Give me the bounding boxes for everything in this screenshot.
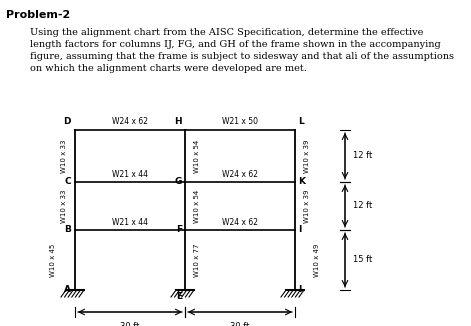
Text: length factors for columns IJ, FG, and GH of the frame shown in the accompanying: length factors for columns IJ, FG, and G…: [30, 40, 441, 49]
Text: G: G: [175, 177, 182, 186]
Text: Using the alignment chart from the AISC Specification, determine the effective: Using the alignment chart from the AISC …: [30, 28, 423, 37]
Text: W10 x 33: W10 x 33: [61, 139, 67, 173]
Text: W10 x 54: W10 x 54: [194, 189, 200, 223]
Text: W24 x 62: W24 x 62: [222, 170, 258, 179]
Text: W24 x 62: W24 x 62: [112, 117, 148, 126]
Text: Problem-2: Problem-2: [6, 10, 70, 20]
Text: D: D: [64, 117, 71, 126]
Text: 30 ft: 30 ft: [120, 322, 140, 326]
Text: figure, assuming that the frame is subject to sidesway and that ali of the assum: figure, assuming that the frame is subje…: [30, 52, 454, 61]
Text: W10 x 49: W10 x 49: [314, 243, 320, 277]
Text: K: K: [298, 177, 305, 186]
Text: W10 x 77: W10 x 77: [194, 243, 200, 277]
Text: W10 x 39: W10 x 39: [304, 189, 310, 223]
Text: W21 x 44: W21 x 44: [112, 170, 148, 179]
Text: 12 ft: 12 ft: [353, 152, 372, 160]
Text: E: E: [176, 292, 182, 301]
Text: W10 x 54: W10 x 54: [194, 140, 200, 173]
Text: L: L: [298, 117, 304, 126]
Text: W21 x 50: W21 x 50: [222, 117, 258, 126]
Text: 12 ft: 12 ft: [353, 201, 372, 211]
Text: A: A: [64, 286, 71, 294]
Text: I: I: [298, 286, 301, 294]
Text: H: H: [174, 117, 182, 126]
Text: 30 ft: 30 ft: [230, 322, 250, 326]
Text: F: F: [176, 226, 182, 234]
Text: W24 x 62: W24 x 62: [222, 218, 258, 227]
Text: C: C: [65, 177, 71, 186]
Text: W10 x 39: W10 x 39: [304, 139, 310, 173]
Text: on which the alignment charts were developed are met.: on which the alignment charts were devel…: [30, 64, 307, 73]
Text: W21 x 44: W21 x 44: [112, 218, 148, 227]
Text: I: I: [298, 226, 301, 234]
Text: W10 x 33: W10 x 33: [61, 189, 67, 223]
Text: B: B: [64, 226, 71, 234]
Text: W10 x 45: W10 x 45: [50, 244, 56, 277]
Text: 15 ft: 15 ft: [353, 256, 372, 264]
